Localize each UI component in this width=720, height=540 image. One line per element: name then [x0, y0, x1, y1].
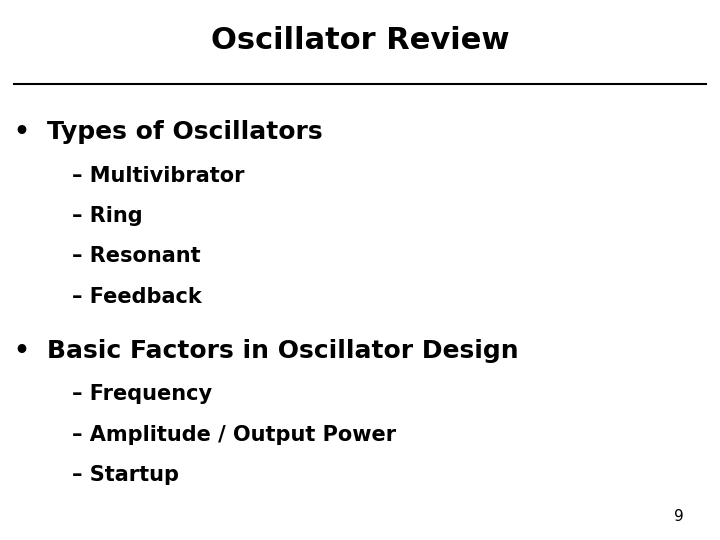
- Text: – Amplitude / Output Power: – Amplitude / Output Power: [72, 424, 396, 445]
- Text: Oscillator Review: Oscillator Review: [211, 26, 509, 55]
- Text: – Multivibrator: – Multivibrator: [72, 165, 245, 186]
- Text: – Frequency: – Frequency: [72, 384, 212, 404]
- Text: 9: 9: [674, 509, 684, 524]
- Text: – Feedback: – Feedback: [72, 287, 202, 307]
- Text: •: •: [14, 120, 30, 144]
- Text: Basic Factors in Oscillator Design: Basic Factors in Oscillator Design: [47, 339, 518, 363]
- Text: Types of Oscillators: Types of Oscillators: [47, 120, 323, 144]
- Text: •: •: [14, 339, 30, 363]
- Text: – Ring: – Ring: [72, 206, 143, 226]
- Text: – Resonant: – Resonant: [72, 246, 201, 267]
- Text: – Startup: – Startup: [72, 465, 179, 485]
